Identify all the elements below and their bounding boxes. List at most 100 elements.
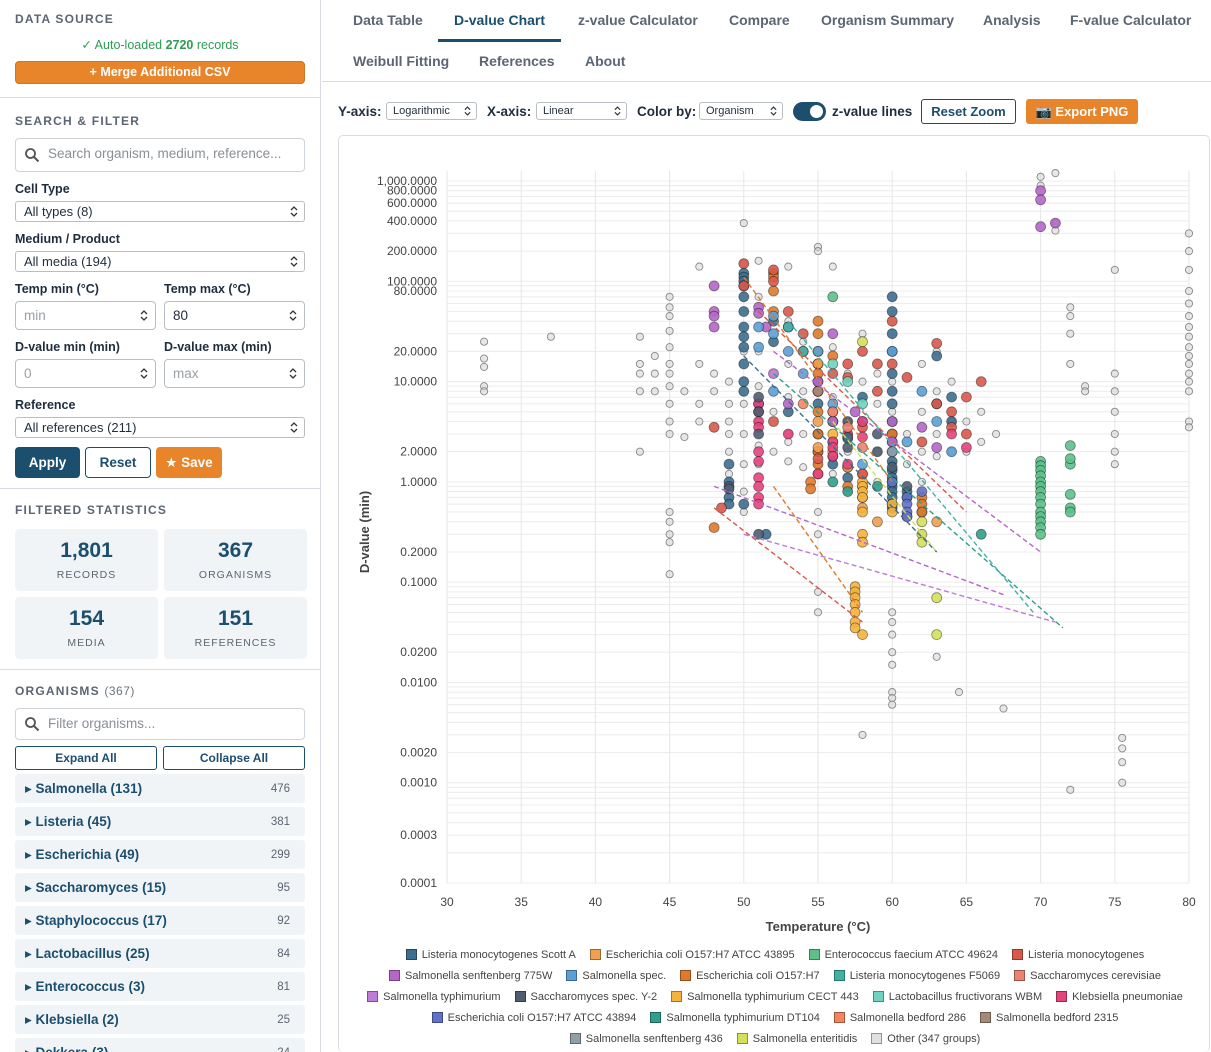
data-point[interactable]: [886, 328, 898, 340]
data-point[interactable]: [931, 350, 943, 362]
data-point[interactable]: [680, 432, 689, 442]
tab-references[interactable]: References: [479, 53, 555, 69]
data-point[interactable]: [1184, 299, 1194, 308]
d-value-scatter-chart[interactable]: 30 35 40 45 50 55 60 65 70 75 80 1,000.0000800.0000…: [339, 136, 1211, 944]
data-point[interactable]: [799, 463, 808, 472]
data-point[interactable]: [886, 345, 898, 357]
data-point[interactable]: [738, 498, 750, 510]
apply-button[interactable]: Apply: [15, 447, 80, 478]
data-point[interactable]: [857, 536, 868, 548]
data-point[interactable]: [665, 517, 674, 526]
data-point[interactable]: [1118, 778, 1127, 787]
data-point[interactable]: [858, 377, 867, 386]
data-point[interactable]: [1051, 169, 1060, 178]
data-point[interactable]: [724, 429, 734, 439]
data-point[interactable]: [857, 416, 868, 427]
data-point[interactable]: [665, 292, 674, 301]
data-point[interactable]: [931, 516, 943, 528]
data-point[interactable]: [1035, 221, 1046, 233]
tab-z-value-calculator[interactable]: z-value Calculator: [578, 12, 698, 28]
data-point[interactable]: [916, 486, 928, 498]
data-point[interactable]: [784, 457, 793, 466]
data-point[interactable]: [827, 406, 839, 418]
data-point[interactable]: [753, 391, 765, 403]
data-point[interactable]: [842, 442, 854, 453]
save-button[interactable]: ★ Save: [156, 447, 222, 478]
data-point[interactable]: [931, 416, 943, 427]
data-point[interactable]: [739, 460, 748, 469]
data-point[interactable]: [872, 428, 883, 440]
organism-group-item[interactable]: ▸ Enterococcus (3) 81: [15, 972, 305, 1001]
data-point[interactable]: [1035, 194, 1046, 206]
data-point[interactable]: [768, 264, 779, 276]
medium-select[interactable]: All media (194): [15, 251, 305, 272]
data-point[interactable]: [886, 461, 898, 473]
data-point[interactable]: [799, 429, 808, 439]
cell-type-select[interactable]: All types (8): [15, 201, 305, 222]
tab-organism-summary[interactable]: Organism Summary: [821, 12, 955, 28]
reset-button[interactable]: Reset: [85, 447, 151, 478]
data-point[interactable]: [917, 477, 926, 486]
data-point[interactable]: [827, 291, 839, 303]
data-point[interactable]: [799, 387, 808, 396]
legend-item[interactable]: Listeria monocytogenes Scott A: [405, 949, 576, 961]
data-point[interactable]: [665, 369, 674, 378]
organism-group-item[interactable]: ▸ Saccharomyces (15) 95: [15, 873, 305, 902]
data-point[interactable]: [946, 406, 957, 418]
data-point[interactable]: [1118, 758, 1127, 767]
data-point[interactable]: [753, 341, 765, 353]
data-point[interactable]: [665, 538, 674, 547]
data-point[interactable]: [872, 516, 883, 528]
yaxis-select[interactable]: Logarithmic: [386, 102, 477, 120]
data-point[interactable]: [932, 387, 941, 396]
data-point[interactable]: [813, 608, 823, 617]
data-point[interactable]: [931, 398, 943, 410]
data-point[interactable]: [1110, 429, 1119, 439]
data-point[interactable]: [812, 315, 824, 327]
tab-about[interactable]: About: [585, 53, 626, 69]
data-point[interactable]: [753, 446, 765, 458]
data-point[interactable]: [650, 387, 659, 396]
data-point[interactable]: [857, 336, 868, 348]
data-point[interactable]: [932, 429, 941, 439]
data-point[interactable]: [886, 306, 898, 317]
legend-item[interactable]: Escherichia coli O157:H7 ATCC 43895: [589, 949, 795, 961]
data-point[interactable]: [1184, 423, 1194, 432]
organism-filter-input[interactable]: [48, 716, 298, 731]
data-point[interactable]: [886, 368, 898, 380]
data-point[interactable]: [886, 315, 898, 327]
data-point[interactable]: [1184, 377, 1194, 386]
data-point[interactable]: [917, 359, 926, 368]
data-point[interactable]: [708, 321, 720, 333]
data-point[interactable]: [1118, 733, 1127, 742]
legend-item[interactable]: Other (347 groups): [871, 1033, 980, 1045]
data-point[interactable]: [665, 429, 674, 439]
legend-item[interactable]: Escherichia coli O157:H7: [680, 970, 820, 982]
data-point[interactable]: [784, 262, 793, 271]
data-point[interactable]: [738, 280, 750, 292]
data-point[interactable]: [753, 307, 765, 319]
data-point[interactable]: [842, 458, 854, 470]
data-point[interactable]: [768, 275, 779, 287]
d-max-input[interactable]: max: [164, 359, 305, 388]
data-point[interactable]: [665, 382, 674, 391]
data-point[interactable]: [886, 385, 898, 397]
organism-group-item[interactable]: ▸ Escherichia (49) 299: [15, 840, 305, 869]
data-point[interactable]: [888, 700, 897, 709]
data-point[interactable]: [888, 618, 897, 627]
tab-data-table[interactable]: Data Table: [353, 12, 423, 28]
data-point[interactable]: [710, 387, 719, 396]
organism-group-item[interactable]: ▸ Klebsiella (2) 25: [15, 1005, 305, 1034]
data-point[interactable]: [1036, 172, 1045, 181]
data-point[interactable]: [1064, 506, 1076, 518]
data-point[interactable]: [753, 321, 765, 333]
data-point[interactable]: [812, 328, 824, 340]
reference-select[interactable]: All references (211): [15, 417, 305, 438]
data-point[interactable]: [916, 385, 928, 397]
data-point[interactable]: [888, 407, 897, 416]
data-point[interactable]: [1184, 322, 1194, 332]
data-point[interactable]: [665, 530, 674, 539]
data-point[interactable]: [1110, 369, 1119, 378]
data-point[interactable]: [813, 587, 823, 596]
data-point[interactable]: [768, 328, 779, 340]
